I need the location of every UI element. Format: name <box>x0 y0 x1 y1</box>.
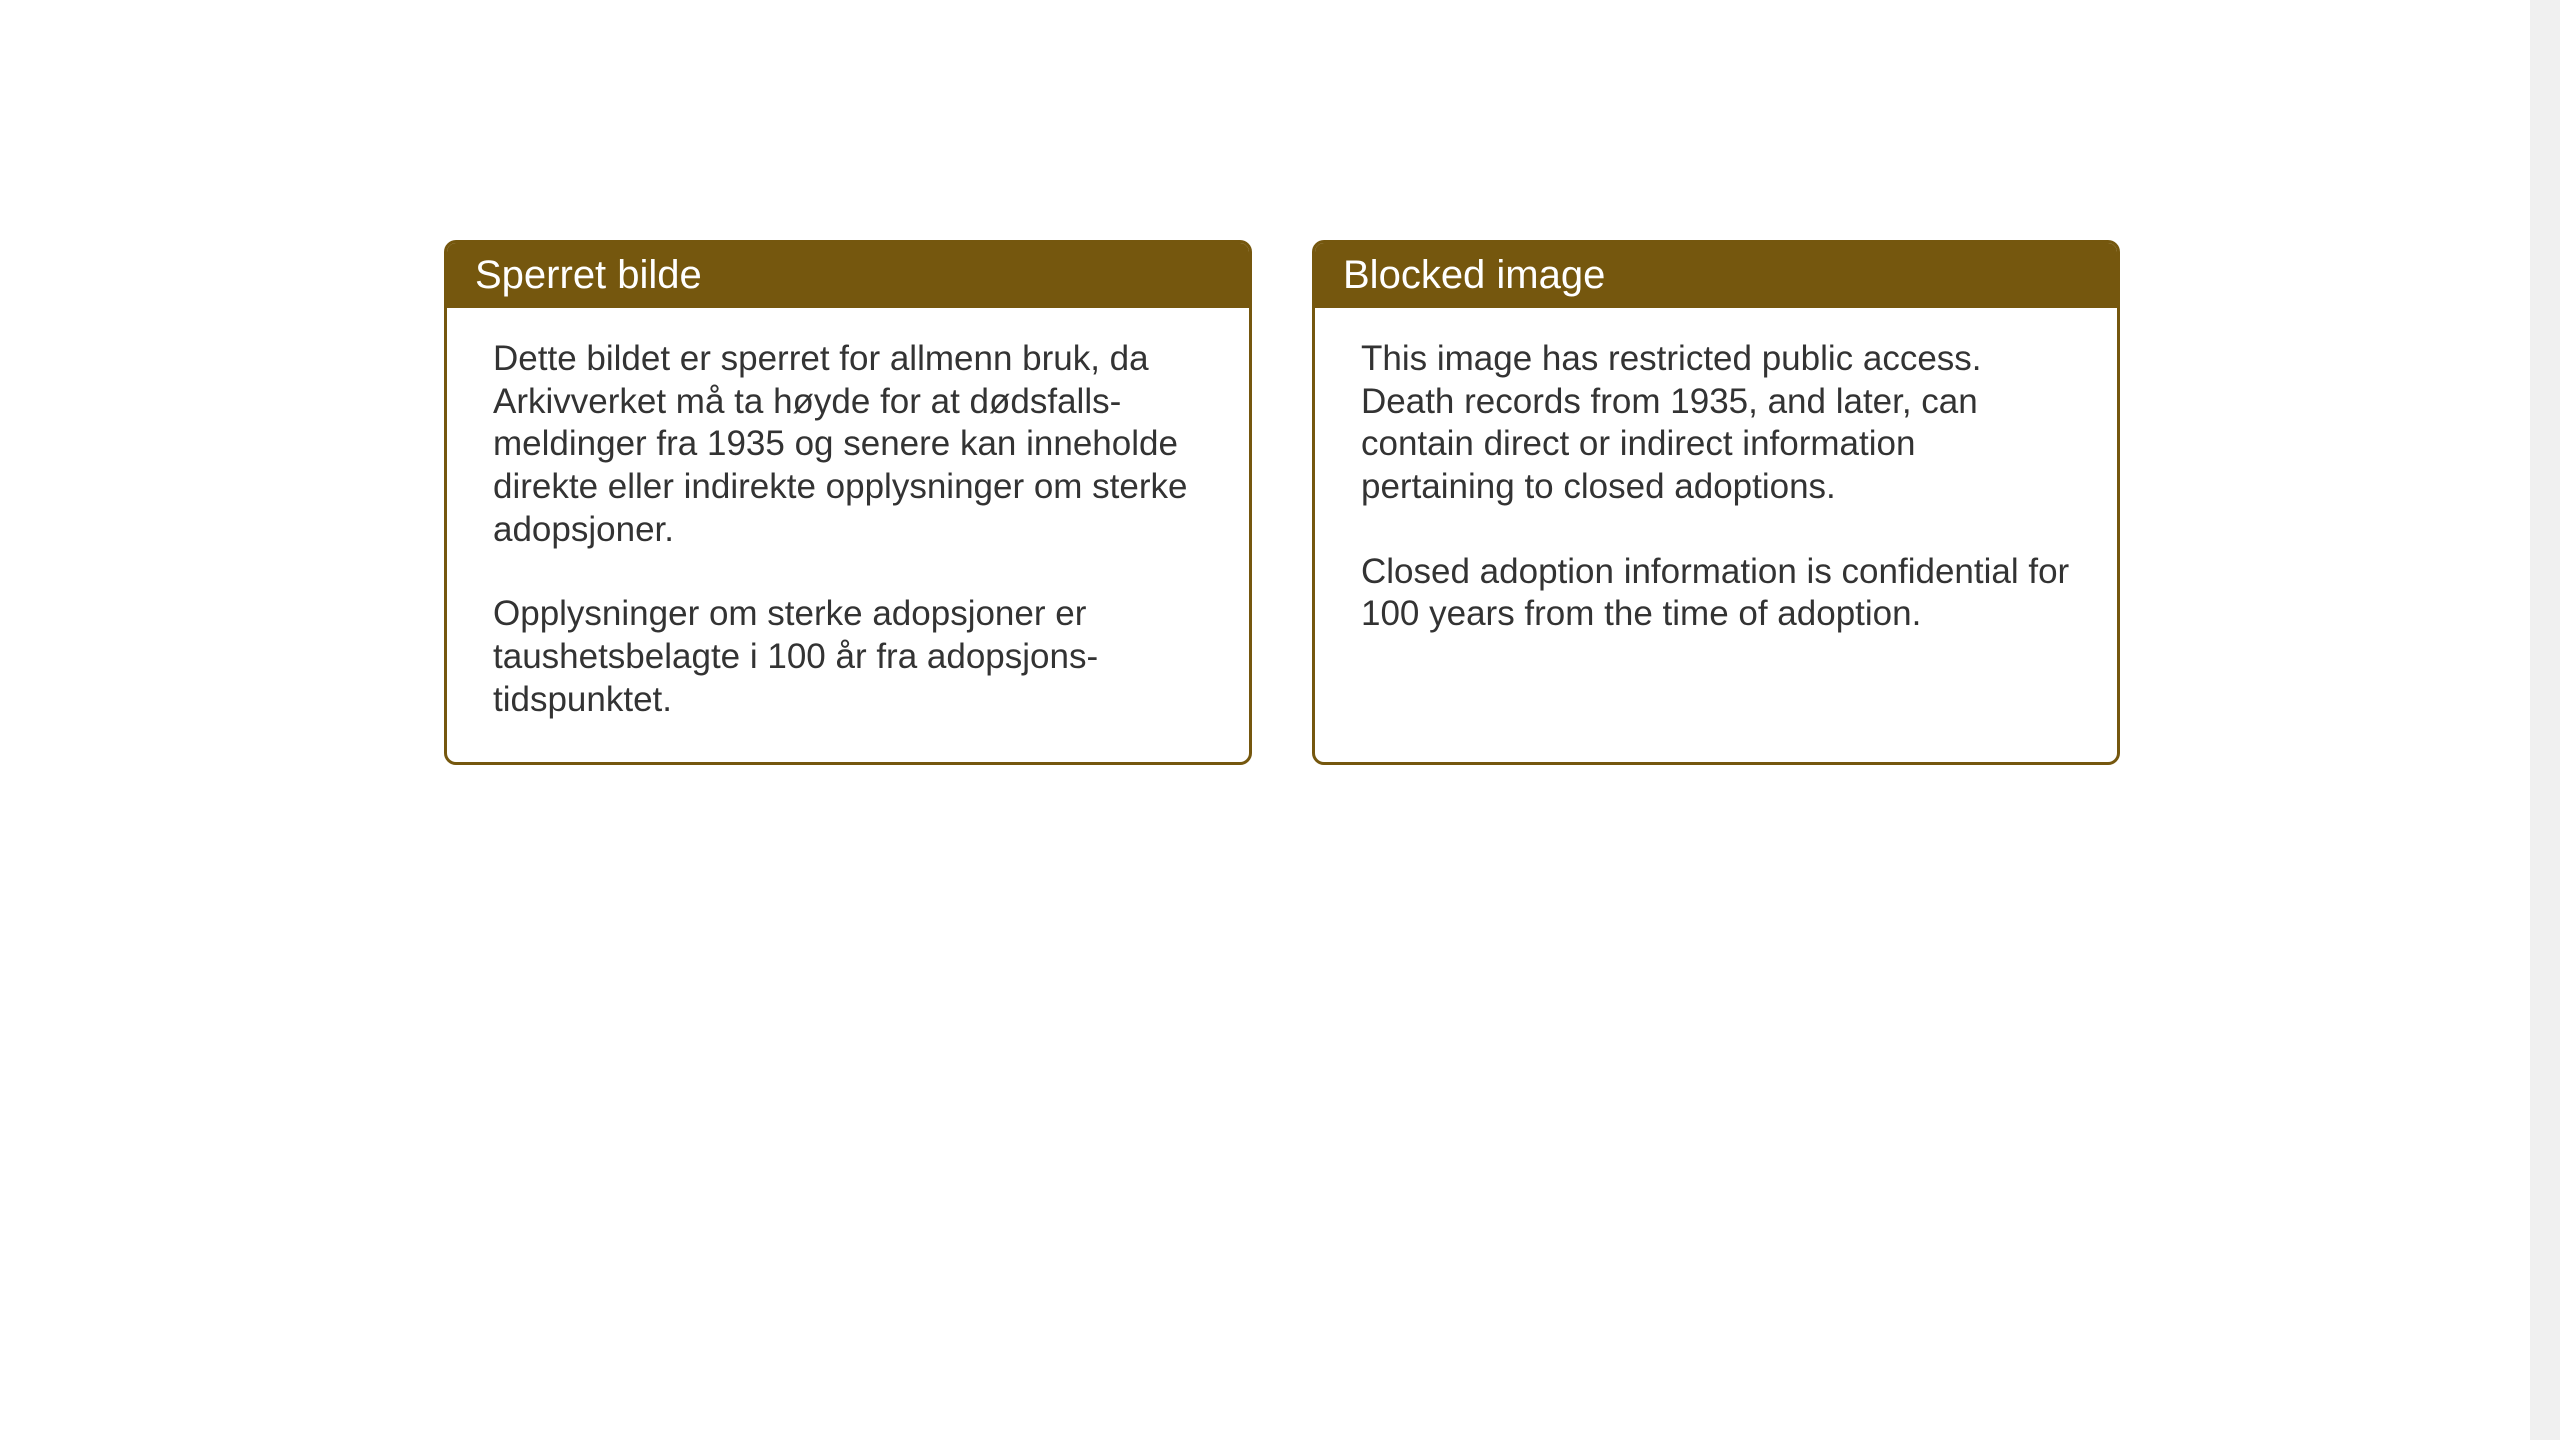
card-english-header: Blocked image <box>1315 243 2117 308</box>
card-norwegian-paragraph-2: Opplysninger om sterke adopsjoner er tau… <box>493 593 1203 721</box>
card-norwegian: Sperret bilde Dette bildet er sperret fo… <box>444 240 1252 765</box>
card-english-title: Blocked image <box>1343 253 1605 297</box>
card-english-paragraph-2: Closed adoption information is confident… <box>1361 551 2071 636</box>
card-english: Blocked image This image has restricted … <box>1312 240 2120 765</box>
card-norwegian-title: Sperret bilde <box>475 253 702 297</box>
card-norwegian-header: Sperret bilde <box>447 243 1249 308</box>
card-norwegian-paragraph-1: Dette bildet er sperret for allmenn bruk… <box>493 338 1203 551</box>
card-english-paragraph-1: This image has restricted public access.… <box>1361 338 2071 509</box>
scrollbar-track[interactable] <box>2530 0 2560 1440</box>
card-english-body: This image has restricted public access.… <box>1315 308 2117 754</box>
card-norwegian-body: Dette bildet er sperret for allmenn bruk… <box>447 308 1249 762</box>
cards-container: Sperret bilde Dette bildet er sperret fo… <box>444 240 2120 765</box>
